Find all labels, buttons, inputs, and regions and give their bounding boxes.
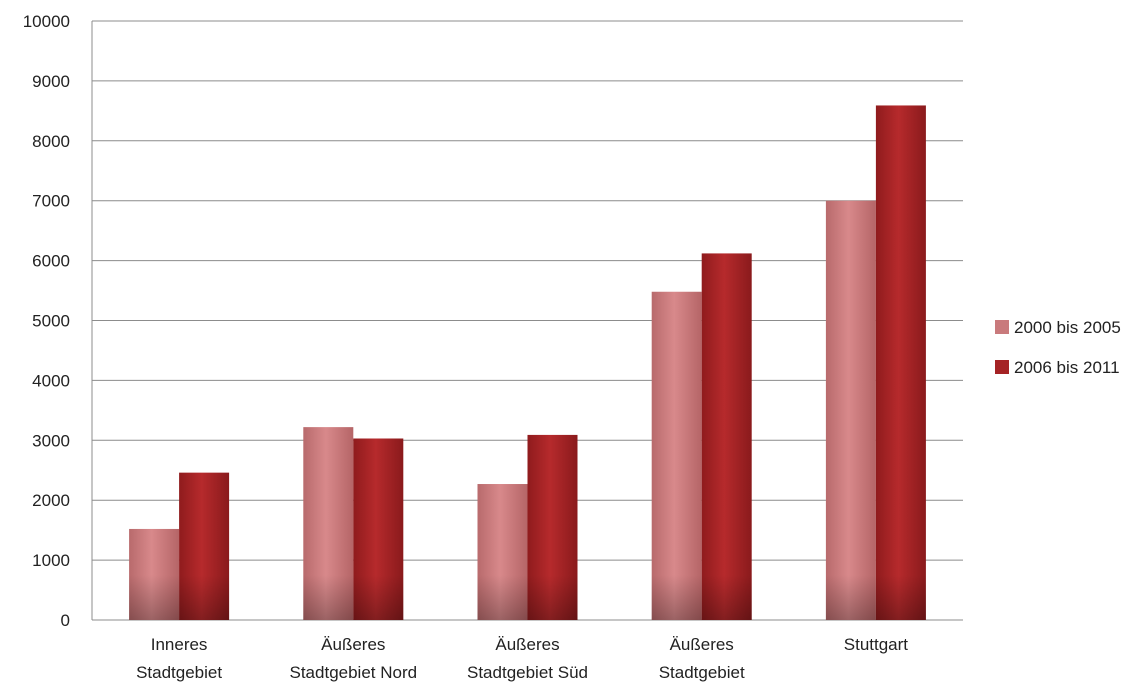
bar-shade	[477, 575, 528, 620]
bar-2000-2005	[825, 200, 876, 620]
x-category-label: Stuttgart	[844, 635, 909, 654]
y-tick-label: 9000	[32, 72, 70, 91]
x-category-label: Stadtgebiet	[136, 663, 222, 682]
bar-shade	[129, 575, 180, 620]
bar-2000-2005	[651, 291, 702, 620]
y-tick-label: 4000	[32, 371, 70, 390]
x-axis-ticks: Inneres Stadtgebiet Äußeres Stadtgebiet Nor…	[136, 635, 908, 682]
bars	[129, 105, 926, 621]
y-tick-label: 8000	[32, 132, 70, 151]
bar-shade	[701, 575, 752, 620]
y-tick-label: 10000	[23, 12, 70, 31]
x-category-label: Äußeres	[670, 635, 734, 654]
bar-shade	[875, 575, 926, 620]
gridlines	[91, 20, 963, 621]
x-category-label: Äußeres	[321, 635, 385, 654]
legend-label: 2006 bis 2011	[1014, 358, 1120, 377]
legend: 2000 bis 2005 2006 bis 2011	[995, 318, 1121, 377]
y-tick-label: 7000	[32, 192, 70, 211]
bar-shade	[303, 575, 354, 620]
legend-swatch	[995, 360, 1009, 374]
y-axis-ticks: 0 1000 2000 3000 4000 5000 6000 7000 8000 9000 100…	[23, 12, 70, 630]
y-tick-label: 5000	[32, 312, 70, 331]
y-tick-label: 1000	[32, 551, 70, 570]
bar-2006-2011	[701, 253, 752, 621]
x-category-label: Stadtgebiet Nord	[290, 663, 418, 682]
bar-shade	[179, 575, 230, 620]
y-tick-label: 3000	[32, 431, 70, 450]
y-tick-label: 6000	[32, 252, 70, 271]
x-category-label: Äußeres	[495, 635, 559, 654]
bar-shade	[651, 575, 702, 620]
y-tick-label: 2000	[32, 491, 70, 510]
bar-2006-2011	[875, 105, 926, 621]
y-tick-label: 0	[61, 611, 70, 630]
bar-shade	[527, 575, 578, 620]
x-category-label: Stadtgebiet	[659, 663, 745, 682]
bar-shade	[353, 575, 404, 620]
x-category-label: Inneres	[151, 635, 208, 654]
x-category-label: Stadtgebiet Süd	[467, 663, 588, 682]
legend-label: 2000 bis 2005	[1014, 318, 1121, 337]
bar-shade	[825, 575, 876, 620]
legend-swatch	[995, 320, 1009, 334]
